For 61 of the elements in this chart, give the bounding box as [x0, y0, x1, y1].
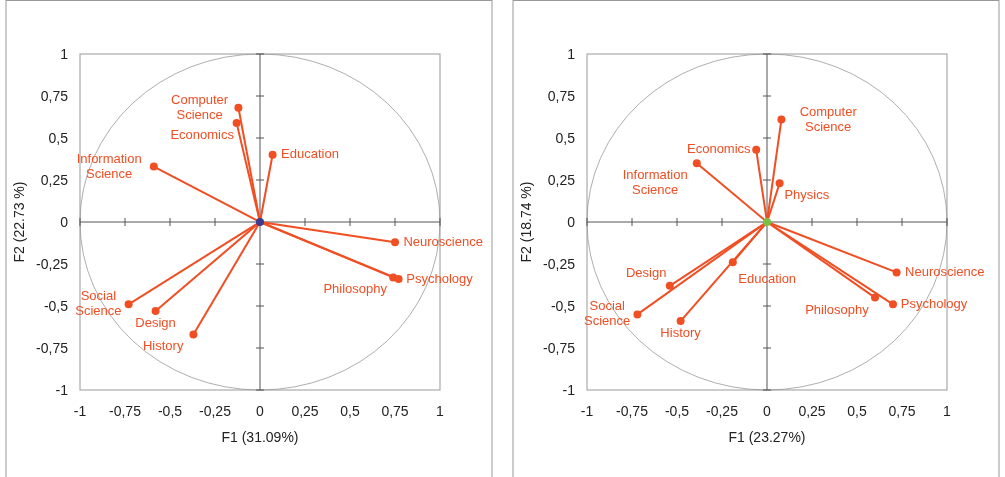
x-tick-label: -0,75 [616, 403, 649, 419]
x-tick-label: 0,75 [381, 403, 409, 419]
x-tick-label: 0,75 [888, 403, 916, 419]
x-tick-label: 1 [943, 403, 952, 419]
x-tick-label: -0,75 [109, 403, 142, 419]
y-tick-label: 0,25 [40, 172, 69, 188]
x-tick-label: 0 [256, 403, 265, 419]
series-label: Psychology [406, 270, 474, 286]
series-label: Neuroscience [905, 263, 985, 279]
x-axis-title: F1 (23.27%) [728, 429, 806, 445]
series-label: History [660, 325, 702, 341]
y-tick-label: 1 [60, 46, 69, 62]
x-tick-label: -0,25 [199, 403, 232, 419]
series-label: Design [625, 264, 667, 280]
y-tick-label: 0 [567, 214, 576, 230]
series-label: Computer Science [171, 91, 229, 122]
series-label: Information Science [76, 150, 142, 181]
y-tick-label: 0,75 [547, 88, 576, 104]
y-tick-label: 0,5 [48, 130, 69, 146]
y-tick-label: -0,75 [543, 340, 576, 356]
series-label: Social Science [75, 288, 122, 319]
x-tick-label: 0,5 [847, 403, 867, 419]
y-tick-label: 0,25 [547, 172, 576, 188]
series-label: Social Science [584, 298, 631, 329]
y-tick-label: 0,5 [555, 130, 576, 146]
series-label: Education [281, 146, 339, 162]
y-tick-label: -1 [562, 382, 576, 398]
y-tick-label: -0,25 [543, 256, 576, 272]
series-label: Physics [784, 187, 830, 203]
series-label: Economics [687, 141, 752, 157]
x-tick-label: -1 [73, 403, 87, 419]
y-tick-label: -0,75 [36, 340, 69, 356]
y-tick-label: 1 [567, 46, 576, 62]
x-tick-label: 0,5 [340, 403, 360, 419]
y-tick-label: -1 [55, 382, 69, 398]
series-label: Economics [170, 126, 235, 142]
x-tick-label: -0,5 [664, 403, 690, 419]
x-axis-title: F1 (31.09%) [221, 429, 299, 445]
series-label: Education [738, 271, 797, 287]
y-tick-label: -0,5 [550, 298, 576, 314]
x-tick-label: -1 [580, 403, 594, 419]
x-tick-label: 1 [436, 403, 445, 419]
y-tick-label: -0,25 [36, 256, 69, 272]
x-tick-label: 0,25 [798, 403, 826, 419]
x-tick-label: 0 [763, 403, 772, 419]
x-tick-label: -0,25 [706, 403, 739, 419]
y-axis-title: F2 (22.73 %) [11, 181, 27, 263]
series-label: Computer Science [799, 103, 858, 134]
y-tick-label: -0,5 [43, 298, 69, 314]
x-tick-label: 0,25 [291, 403, 319, 419]
y-tick-label: 0,75 [40, 88, 69, 104]
series-label: Psychology [900, 295, 968, 311]
series-label: Neuroscience [403, 233, 483, 249]
y-tick-label: 0 [60, 214, 69, 230]
series-label: Information Science [622, 167, 688, 198]
x-tick-label: -0,5 [157, 403, 183, 419]
series-label: Philosophy [805, 301, 870, 317]
series-label: Design [135, 315, 176, 331]
series-label: History [142, 338, 184, 354]
series-label: Philosophy [323, 281, 388, 297]
y-axis-title: F2 (18.74 %) [518, 181, 534, 263]
